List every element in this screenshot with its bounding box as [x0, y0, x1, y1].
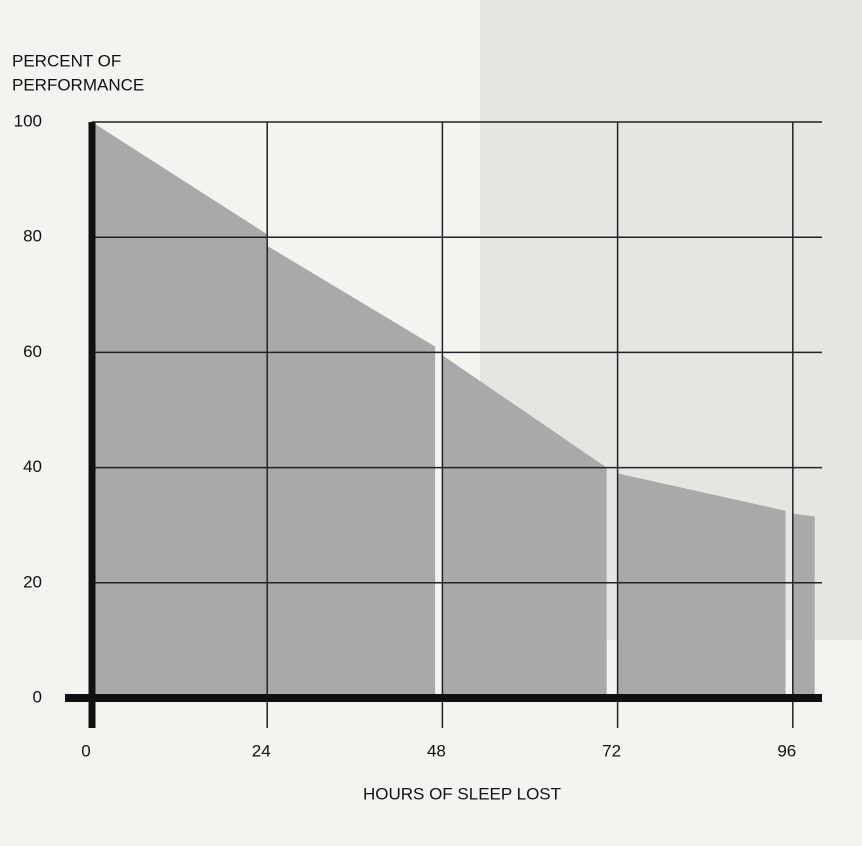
y-tick-label: 80	[23, 227, 42, 246]
x-tick-label: 24	[252, 741, 271, 760]
x-tick-label: 96	[777, 741, 796, 760]
area-segment	[92, 122, 268, 698]
x-tick-label: 48	[427, 741, 446, 760]
area-segment	[442, 355, 607, 698]
y-axis-title: PERCENT OF	[12, 51, 121, 70]
x-tick-label: 72	[602, 741, 621, 760]
area-segment	[617, 473, 786, 698]
x-tick-label: 0	[81, 741, 90, 760]
area-segment	[267, 245, 436, 698]
y-tick-label: 60	[23, 342, 42, 361]
y-axis-title: PERFORMANCE	[12, 75, 144, 94]
x-axis-title: HOURS OF SLEEP LOST	[363, 784, 561, 803]
y-tick-label: 100	[14, 111, 42, 130]
area-segment	[792, 513, 815, 698]
y-tick-label: 20	[23, 572, 42, 591]
y-tick-label: 0	[33, 687, 42, 706]
y-tick-label: 40	[23, 457, 42, 476]
